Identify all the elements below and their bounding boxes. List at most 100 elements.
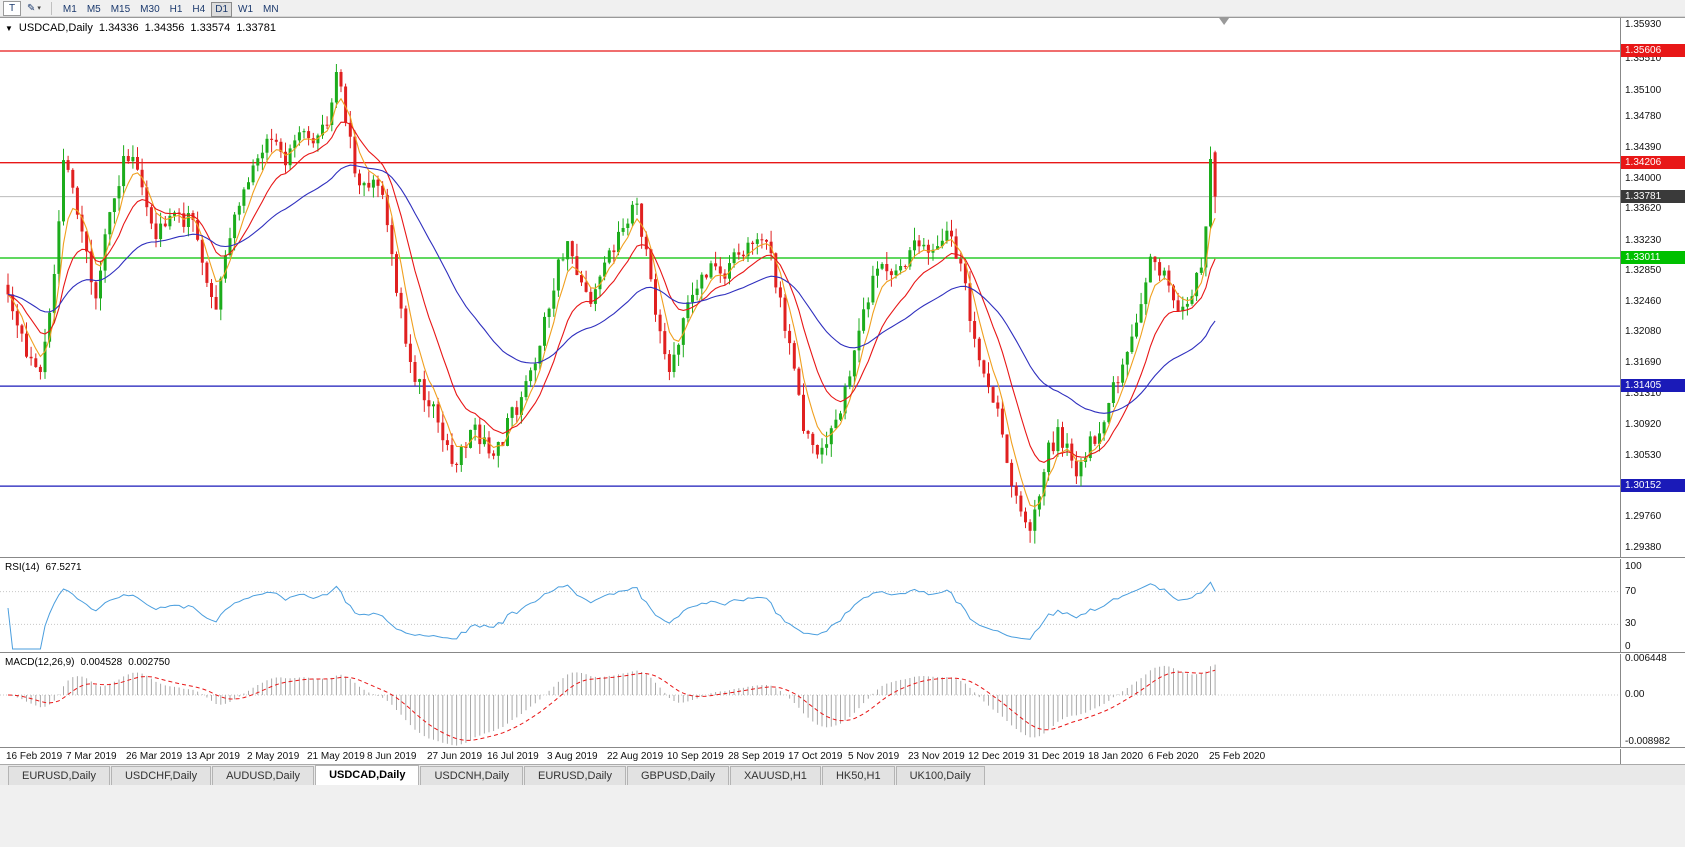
- ohlc-low-value: 1.33574: [190, 22, 231, 34]
- window-background: [0, 785, 1685, 847]
- time-axis-label: 27 Jun 2019: [427, 751, 483, 762]
- drawing-tool-button[interactable]: ✎ ▾: [23, 1, 45, 16]
- price-level-badge-resistance-upper: 1.35606: [1621, 44, 1685, 57]
- price-axis-tick: 1.35510: [1625, 53, 1662, 64]
- price-axis-tick: 1.32850: [1625, 265, 1662, 276]
- rsi-axis-tick: 70: [1625, 586, 1637, 597]
- pencil-icon: ✎: [27, 2, 36, 14]
- time-axis-label: 12 Dec 2019: [968, 751, 1025, 762]
- ohlc-high-value: 1.34356: [144, 22, 185, 34]
- collapse-arrow-icon[interactable]: ▼: [5, 23, 13, 33]
- price-axis-tick: 1.35930: [1625, 19, 1662, 30]
- price-level-badge-pivot-green: 1.33011: [1621, 251, 1685, 264]
- rsi-chart[interactable]: [0, 559, 1620, 653]
- price-axis-tick: 1.29760: [1625, 511, 1662, 522]
- price-chart-pane: 1.35930 1.35510 1.35100 1.34780 1.34390 1.340…: [0, 18, 1685, 558]
- price-axis-tick: 1.32460: [1625, 296, 1662, 307]
- time-axis-label: 23 Nov 2019: [908, 751, 965, 762]
- time-axis-label: 21 May 2019: [307, 751, 365, 762]
- rsi-label: RSI(14) 67.5271: [5, 562, 82, 573]
- time-axis-label: 16 Jul 2019: [487, 751, 539, 762]
- timeframe-button-h1[interactable]: H1: [166, 2, 187, 17]
- price-level-badge-resistance-lower: 1.34206: [1621, 156, 1685, 169]
- price-axis-tick: 1.34000: [1625, 173, 1662, 184]
- time-axis-label: 18 Jan 2020: [1088, 751, 1144, 762]
- price-axis-tick: 1.31310: [1625, 388, 1662, 399]
- timeframe-button-mn[interactable]: MN: [259, 2, 283, 17]
- time-axis-label: 13 Apr 2019: [186, 751, 240, 762]
- chart-tabs-bar: EURUSD,Daily USDCHF,Daily AUDUSD,Daily USDC…: [0, 764, 1685, 785]
- price-axis-tick: 1.34780: [1625, 111, 1662, 122]
- ohlc-open-value: 1.34336: [98, 22, 139, 34]
- chart-tab-usdcnh-daily[interactable]: USDCNH,Daily: [420, 766, 524, 785]
- macd-chart[interactable]: [0, 654, 1620, 748]
- main-toolbar: T ✎ ▾ M1 M5 M15 M30 H1 H4 D1 W1 MN: [0, 0, 1685, 17]
- rsi-axis: 100 70 30 0: [1620, 559, 1685, 652]
- chart-type-button[interactable]: T: [3, 0, 21, 16]
- timeframe-button-h4[interactable]: H4: [188, 2, 209, 17]
- price-axis-tick: 1.30920: [1625, 419, 1662, 430]
- price-axis-tick: 1.35100: [1625, 85, 1662, 96]
- rsi-name: RSI(14): [5, 562, 40, 573]
- price-axis-tick: 1.33230: [1625, 235, 1662, 246]
- price-axis-tick: 1.30530: [1625, 450, 1662, 461]
- timeframe-button-m1[interactable]: M1: [59, 2, 81, 17]
- time-axis-label: 6 Feb 2020: [1148, 751, 1199, 762]
- chart-tab-usdchf-daily[interactable]: USDCHF,Daily: [110, 766, 212, 785]
- timeframe-button-w1[interactable]: W1: [234, 2, 257, 17]
- time-axis-label: 31 Dec 2019: [1028, 751, 1085, 762]
- rsi-axis-tick: 30: [1625, 618, 1637, 629]
- macd-axis-tick: 0.006448: [1625, 653, 1667, 664]
- time-axis-label: 5 Nov 2019: [848, 751, 900, 762]
- price-axis-tick: 1.32080: [1625, 326, 1662, 337]
- macd-main-value: 0.004528: [80, 657, 123, 668]
- time-axis-corner: [1620, 749, 1685, 765]
- timeframe-buttons-group: M1 M5 M15 M30 H1 H4 D1 W1 MN: [58, 0, 284, 17]
- macd-axis-tick: -0.008982: [1625, 736, 1671, 747]
- chart-tab-xauusd-h1[interactable]: XAUUSD,H1: [729, 766, 821, 785]
- time-axis-label: 26 Mar 2019: [126, 751, 183, 762]
- time-axis-label: 16 Feb 2019: [6, 751, 63, 762]
- price-axis: 1.35930 1.35510 1.35100 1.34780 1.34390 1.340…: [1620, 18, 1685, 557]
- macd-name: MACD(12,26,9): [5, 657, 75, 668]
- price-level-badge-support-upper: 1.31405: [1621, 379, 1685, 392]
- time-axis-label: 17 Oct 2019: [788, 751, 843, 762]
- price-axis-tick: 1.31690: [1625, 357, 1662, 368]
- candlestick-chart[interactable]: [0, 18, 1620, 558]
- rsi-value: 67.5271: [45, 562, 82, 573]
- toolbar-separator: [50, 1, 52, 15]
- chart-window: 1.35930 1.35510 1.35100 1.34780 1.34390 1.340…: [0, 17, 1685, 765]
- time-axis-label: 8 Jun 2019: [367, 751, 417, 762]
- time-axis[interactable]: 16 Feb 2019 7 Mar 2019 26 Mar 2019 13 Apr 2…: [0, 749, 1685, 765]
- time-axis-label: 2 May 2019: [247, 751, 300, 762]
- macd-axis-tick: 0.00: [1625, 689, 1645, 700]
- macd-axis: 0.006448 0.00 -0.008982: [1620, 654, 1685, 747]
- timeframe-button-m5[interactable]: M5: [83, 2, 105, 17]
- chart-tab-audusd-daily[interactable]: AUDUSD,Daily: [212, 766, 315, 785]
- timeframe-button-m30[interactable]: M30: [136, 2, 163, 17]
- ohlc-close-value: 1.33781: [236, 22, 276, 34]
- chart-tab-uk100-daily[interactable]: UK100,Daily: [895, 766, 985, 785]
- time-axis-label: 7 Mar 2019: [66, 751, 117, 762]
- time-axis-label: 28 Sep 2019: [728, 751, 785, 762]
- macd-label: MACD(12,26,9) 0.004528 0.002750: [5, 657, 170, 668]
- symbol-period-label: USDCAD,Daily: [18, 22, 93, 34]
- chart-tab-hk50-h1[interactable]: HK50,H1: [821, 766, 895, 785]
- current-price-badge: 1.33781: [1621, 190, 1685, 203]
- timeframe-button-d1[interactable]: D1: [211, 2, 233, 17]
- price-level-badge-support-lower: 1.30152: [1621, 479, 1685, 492]
- time-axis-label: 3 Aug 2019: [547, 751, 598, 762]
- chart-tab-eurusd-daily[interactable]: EURUSD,Daily: [8, 766, 110, 785]
- macd-signal-value: 0.002750: [128, 657, 170, 668]
- price-axis-tick: 1.34390: [1625, 142, 1662, 153]
- rsi-indicator-pane: 100 70 30 0 RSI(14) 67.5271: [0, 559, 1685, 653]
- chart-tab-usdcad-daily[interactable]: USDCAD,Daily: [315, 765, 420, 785]
- chart-tab-gbpusd-daily[interactable]: GBPUSD,Daily: [627, 766, 729, 785]
- rsi-axis-tick: 100: [1625, 561, 1642, 572]
- time-axis-label: 25 Feb 2020: [1209, 751, 1266, 762]
- price-axis-tick: 1.29380: [1625, 542, 1662, 553]
- chart-tab-eurusd-daily[interactable]: EURUSD,Daily: [524, 766, 626, 785]
- chart-header: ▼ USDCAD,Daily 1.34336 1.34356 1.33574 1…: [5, 22, 276, 34]
- rsi-axis-tick: 0: [1625, 641, 1631, 652]
- timeframe-button-m15[interactable]: M15: [107, 2, 134, 17]
